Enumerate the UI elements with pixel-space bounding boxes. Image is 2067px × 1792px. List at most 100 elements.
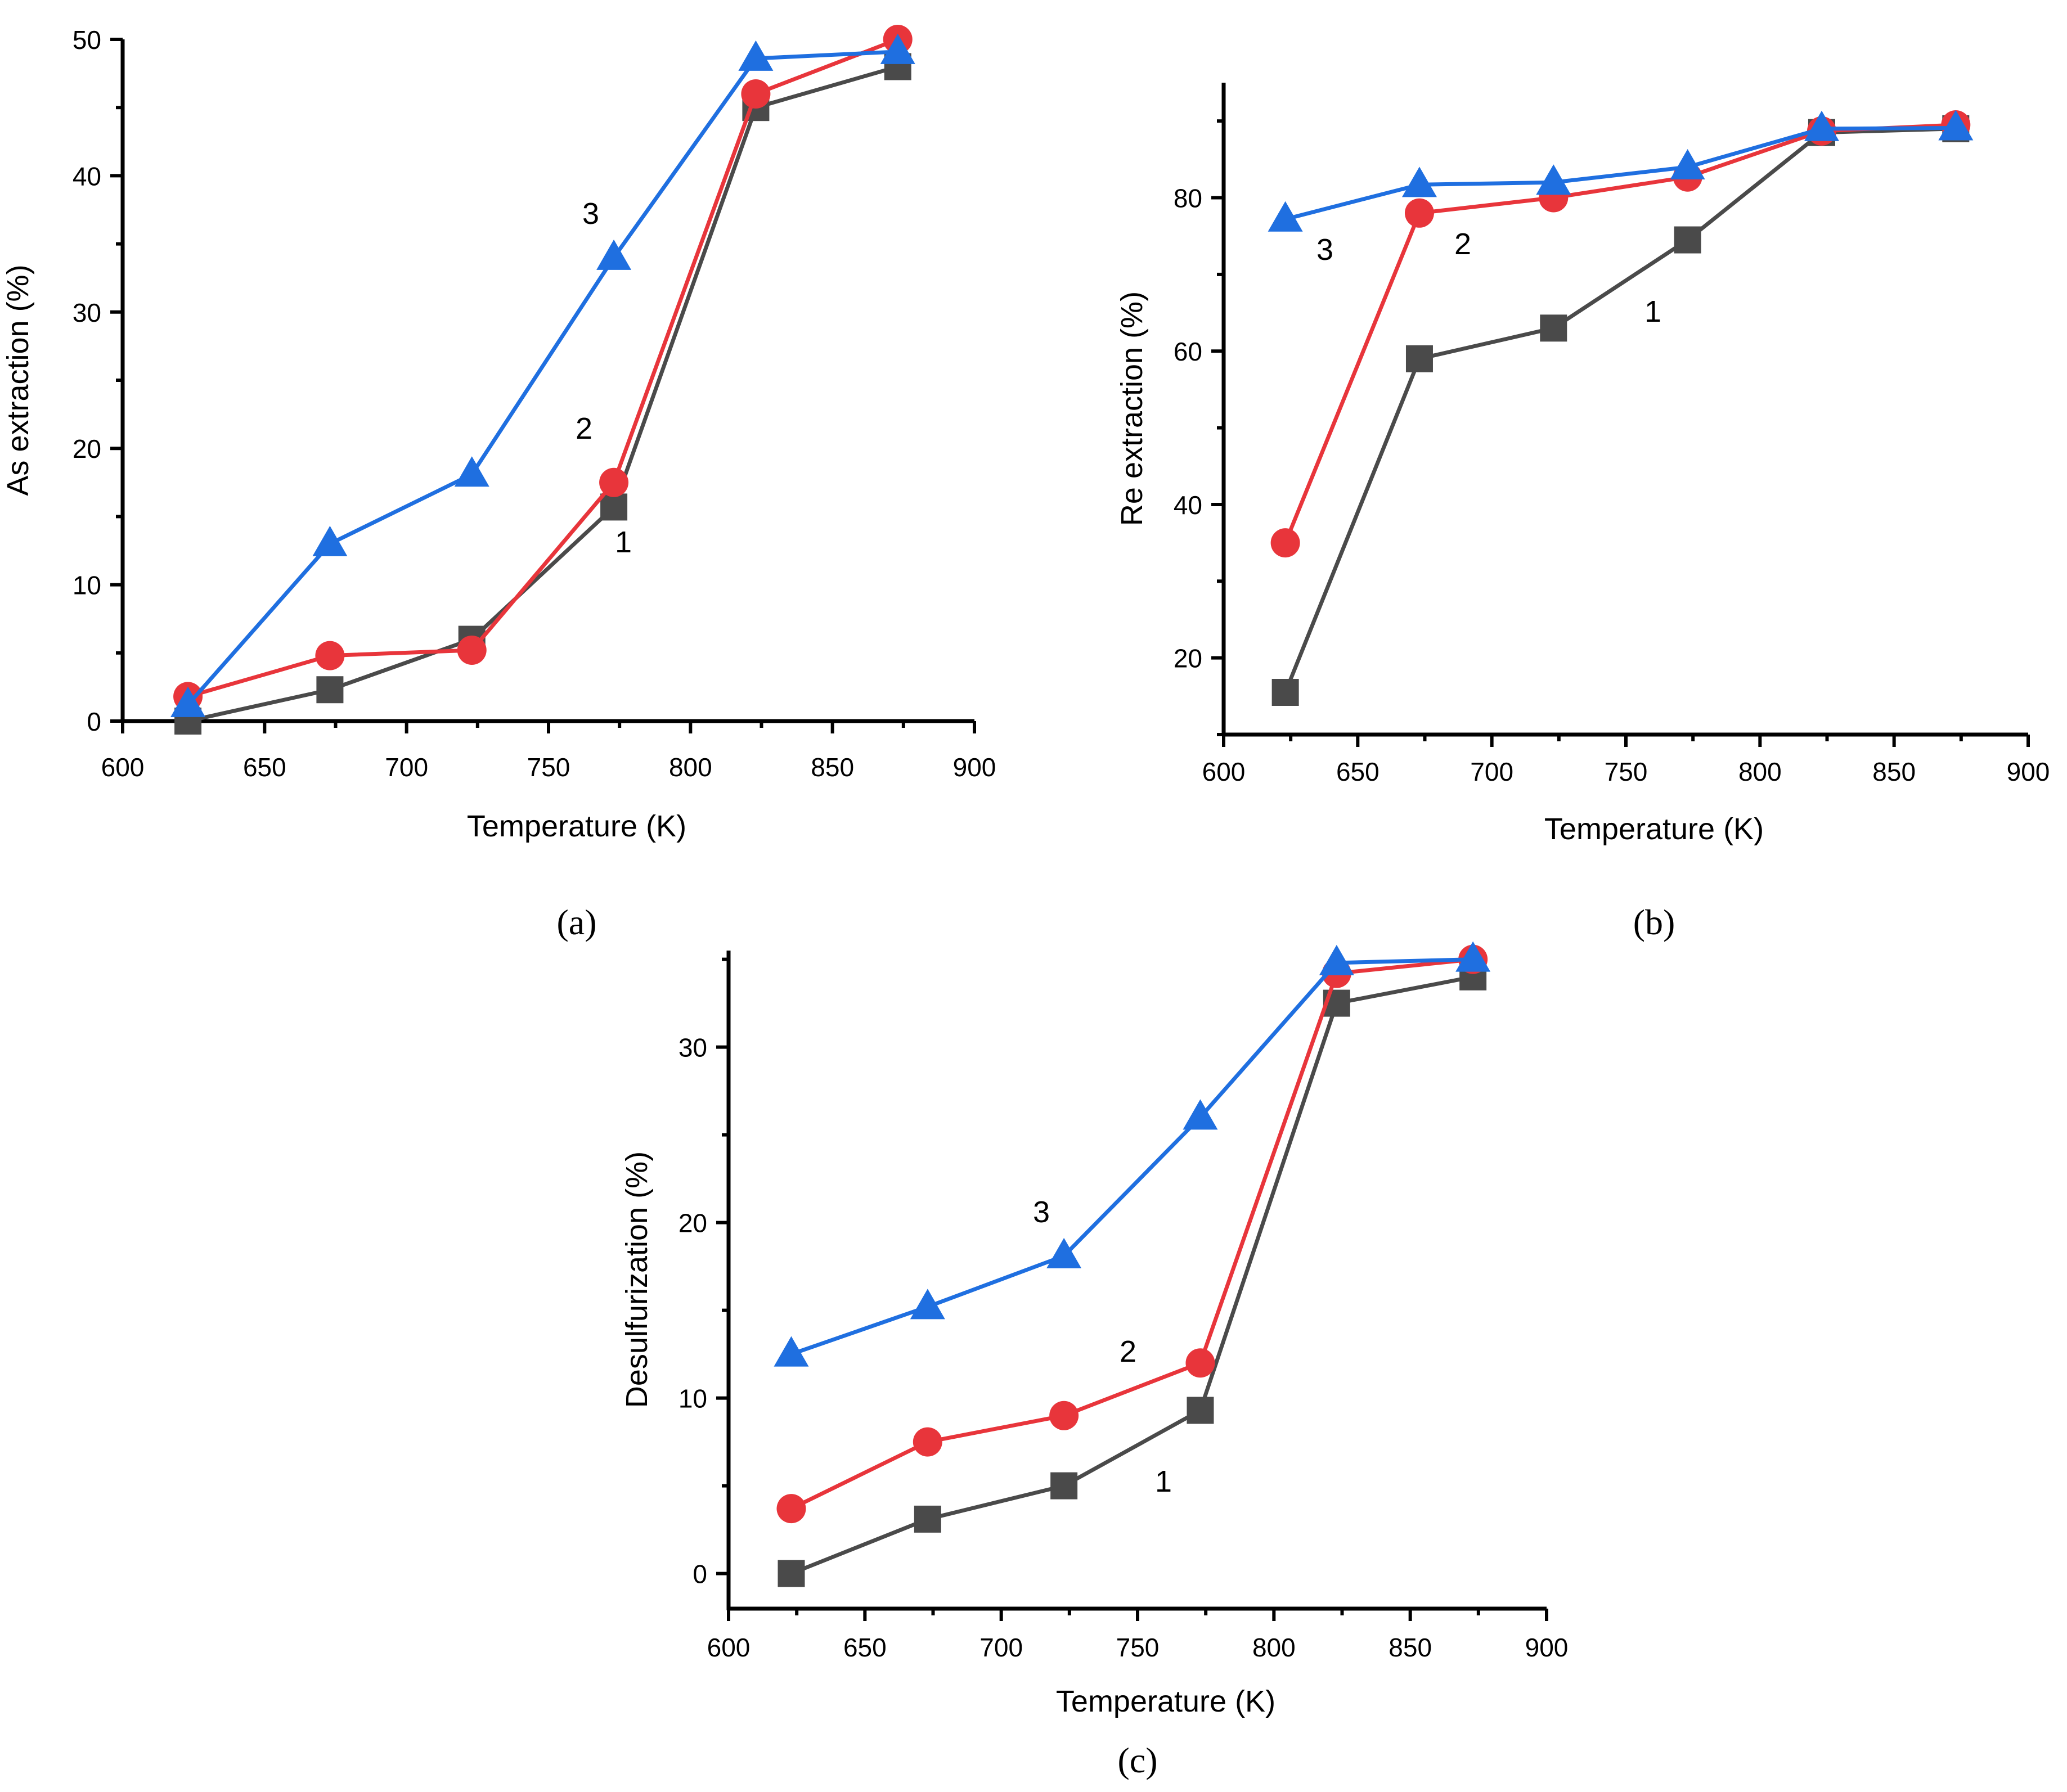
- series-label: 2: [1454, 227, 1471, 261]
- chart-panel-2: 600 650 700 750 800 850 900 20 40 60 80 Temperature…: [1115, 83, 2050, 942]
- y-tick-label: 30: [678, 1033, 707, 1062]
- x-axis-title: Temperature (K): [1544, 812, 1764, 846]
- y-tick-label: 10: [73, 571, 101, 600]
- series-line: [187, 37, 898, 699]
- data-point-triangle: [1455, 941, 1491, 972]
- series-1: [778, 963, 1487, 1587]
- series-line: [187, 65, 898, 723]
- data-point-circle: [1049, 1401, 1079, 1430]
- y-tick-label: 20: [1174, 644, 1202, 673]
- y-tick-label: 20: [73, 434, 101, 463]
- data-point-triangle: [1046, 1237, 1082, 1268]
- x-tick-label: 650: [843, 1633, 887, 1662]
- data-point-circle: [1270, 528, 1300, 558]
- series-line: [1283, 127, 1956, 694]
- x-tick-label: 800: [669, 753, 712, 782]
- x-tick-label: 650: [1336, 757, 1380, 786]
- data-point-circle: [315, 641, 345, 670]
- panel-label: (c): [1117, 1740, 1157, 1780]
- series-label: 3: [1316, 233, 1333, 267]
- data-point-triangle: [1268, 201, 1303, 232]
- y-tick-label: 50: [73, 25, 101, 55]
- data-point-square: [1540, 314, 1567, 342]
- x-tick-label: 600: [707, 1633, 751, 1662]
- series-line: [790, 957, 1473, 1356]
- data-point-square: [1187, 1397, 1214, 1424]
- chart-panel-3: 600 650 700 750 800 850 900 0 10 20 30 Temperature …: [620, 941, 1569, 1780]
- data-point-circle: [1185, 1348, 1215, 1378]
- series-label: 1: [1644, 295, 1661, 328]
- x-tick-label: 700: [385, 753, 428, 782]
- y-tick-label: 40: [73, 161, 101, 191]
- data-point-square: [316, 676, 344, 704]
- y-axis-title: Re extraction (%): [1115, 291, 1149, 526]
- y-tick-label: 60: [1174, 337, 1202, 366]
- x-tick-label: 750: [1116, 1633, 1160, 1662]
- x-tick-label: 800: [1738, 757, 1782, 786]
- data-point-square: [1674, 226, 1701, 254]
- series-label: 3: [582, 197, 599, 231]
- series-label: 1: [615, 525, 632, 559]
- x-tick-label: 900: [2007, 757, 2050, 786]
- x-tick-label: 900: [1525, 1633, 1569, 1662]
- series-2: [776, 944, 1488, 1524]
- data-point-triangle: [1183, 1099, 1218, 1130]
- x-tick-label: 900: [953, 753, 996, 782]
- data-point-triangle: [1401, 166, 1437, 197]
- data-point-square: [1405, 345, 1433, 372]
- y-tick-label: 80: [1174, 184, 1202, 213]
- data-point-triangle: [1938, 110, 1974, 141]
- data-point-circle: [457, 635, 487, 665]
- y-tick-label: 0: [693, 1560, 707, 1589]
- data-point-square: [600, 493, 628, 521]
- series-1: [1271, 115, 1970, 706]
- data-point-triangle: [1319, 944, 1354, 975]
- y-tick-label: 30: [73, 298, 101, 327]
- chart-panel-1: 600 650 700 750 800 850 900 0 10 20 30 40 50 Temperat…: [1, 25, 996, 942]
- y-tick-label: 10: [678, 1384, 707, 1413]
- panel-label: (b): [1633, 902, 1675, 942]
- x-tick-label: 850: [811, 753, 854, 782]
- x-tick-label: 750: [527, 753, 570, 782]
- data-point-square: [914, 1505, 941, 1533]
- series-3: [170, 33, 915, 717]
- x-tick-label: 700: [979, 1633, 1023, 1662]
- y-tick-label: 20: [678, 1209, 707, 1238]
- x-tick-label: 600: [101, 753, 145, 782]
- x-tick-label: 850: [1389, 1633, 1432, 1662]
- data-point-square: [1050, 1472, 1078, 1500]
- x-axis-title: Temperature (K): [467, 809, 686, 843]
- series-label: 3: [1033, 1195, 1050, 1229]
- x-tick-label: 600: [1202, 757, 1246, 786]
- panel-label: (a): [556, 902, 596, 942]
- data-point-triangle: [454, 456, 489, 487]
- series-3: [774, 941, 1491, 1367]
- series-1: [174, 53, 911, 735]
- x-tick-label: 800: [1252, 1633, 1296, 1662]
- y-axis-title: As extraction (%): [1, 264, 35, 496]
- data-point-triangle: [880, 33, 915, 64]
- data-point-triangle: [910, 1289, 945, 1320]
- series-line: [790, 975, 1473, 1575]
- series-2: [1270, 110, 1971, 558]
- data-point-triangle: [312, 525, 348, 556]
- series-line: [186, 49, 898, 706]
- series-line: [1284, 125, 1956, 222]
- data-point-circle: [741, 79, 771, 109]
- data-point-square: [778, 1560, 805, 1587]
- data-point-triangle: [596, 239, 632, 270]
- x-tick-label: 850: [1872, 757, 1916, 786]
- series-line: [1283, 123, 1956, 544]
- data-point-triangle: [738, 40, 774, 71]
- x-axis-title: Temperature (K): [1056, 1685, 1275, 1718]
- data-point-triangle: [1804, 110, 1839, 141]
- series-line: [790, 957, 1473, 1511]
- y-tick-label: 0: [87, 707, 101, 736]
- data-point-triangle: [1670, 148, 1705, 179]
- y-tick-label: 40: [1174, 490, 1202, 520]
- x-tick-label: 750: [1605, 757, 1648, 786]
- series-label: 1: [1155, 1465, 1172, 1498]
- x-tick-label: 700: [1470, 757, 1513, 786]
- data-point-triangle: [774, 1336, 809, 1367]
- series-label: 2: [1120, 1335, 1136, 1368]
